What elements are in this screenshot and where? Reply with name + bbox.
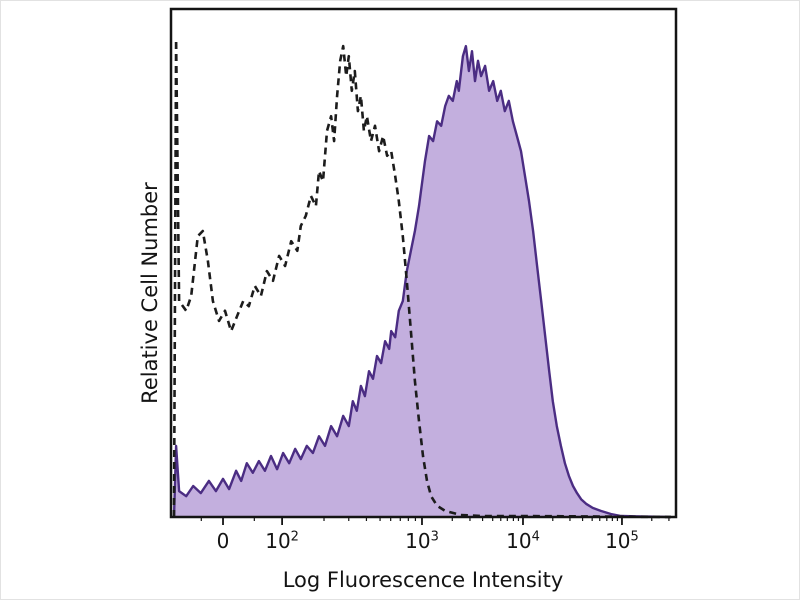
y-axis-title: Relative Cell Number: [138, 182, 162, 404]
x-axis-ticks: [200, 517, 670, 525]
x-tick-label: 103: [405, 529, 439, 553]
x-tick-label: 105: [605, 529, 639, 553]
x-tick-label: 102: [265, 529, 299, 553]
x-axis-title: Log Fluorescence Intensity: [282, 568, 564, 592]
plot-border: [169, 7, 678, 519]
stained-series-fill: [174, 46, 671, 517]
series-layer: [172, 38, 672, 519]
control-series-line: [172, 38, 672, 519]
x-tick-label: 104: [506, 529, 540, 553]
stained-series-line: [172, 44, 672, 519]
x-tick-label: 0: [216, 529, 230, 553]
